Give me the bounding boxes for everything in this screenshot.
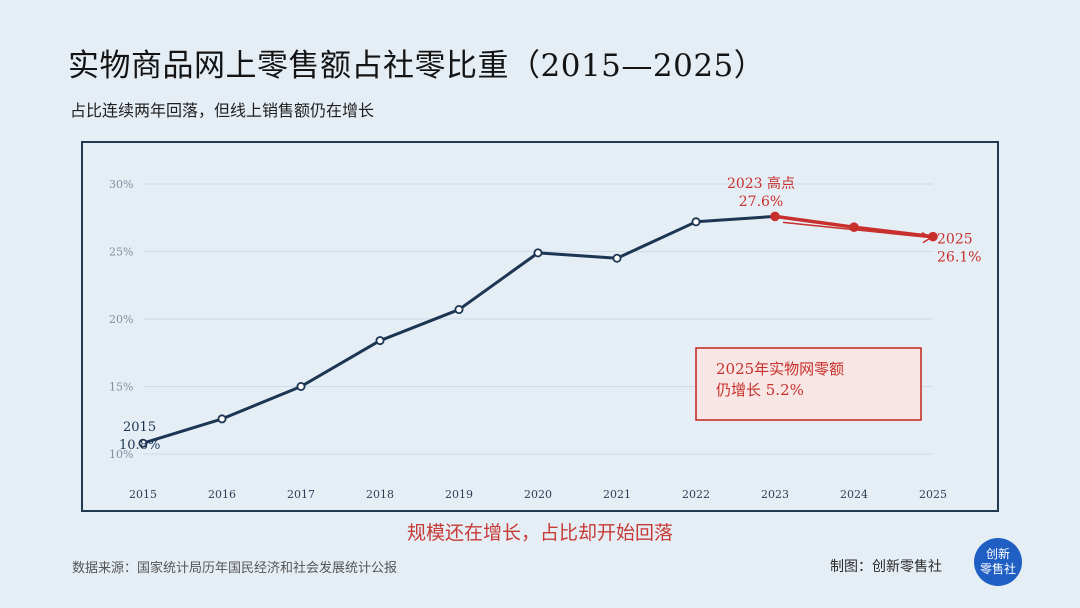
callout-line2: 仍增长 5.2%	[716, 381, 804, 399]
highlight-point	[928, 231, 938, 242]
data-point	[138, 438, 148, 448]
x-tick-label: 2018	[366, 488, 394, 501]
y-tick-label: 30%	[109, 178, 133, 191]
start-value-label: 10.8%	[119, 438, 160, 453]
data-point	[375, 336, 385, 346]
page-subtitle: 占比连续两年回落，但线上销售额仍在增长	[70, 101, 375, 120]
chart-credit: 制图：创新零售社	[830, 559, 942, 575]
y-tick-label: 10%	[109, 448, 133, 461]
callout-line1: 2025年实物网零额	[716, 360, 844, 378]
y-tick-label: 20%	[109, 313, 133, 326]
peak-value-label: 27.6%	[739, 194, 783, 210]
data-point	[296, 381, 306, 391]
callout-box	[695, 347, 922, 421]
x-tick-label: 2022	[682, 488, 710, 501]
data-point	[454, 305, 464, 315]
start-year-label: 2015	[123, 420, 156, 435]
series-line	[142, 214, 776, 445]
data-point	[612, 253, 622, 263]
logo-line1: 创新	[985, 547, 1010, 561]
brand-logo: 创新 零售社	[974, 538, 1022, 586]
x-tick-label: 2019	[445, 488, 473, 501]
highlight-point	[849, 222, 859, 232]
page-title: 实物商品网上零售额占社零比重（2015—2025）	[68, 48, 766, 84]
data-source: 数据来源：国家统计局历年国民经济和社会发展统计公报	[72, 561, 398, 576]
x-tick-label: 2020	[524, 488, 552, 501]
x-tick-label: 2024	[840, 488, 868, 501]
x-tick-label: 2015	[129, 488, 157, 501]
y-tick-label: 25%	[109, 246, 133, 259]
chart-caption: 规模还在增长，占比却开始回落	[406, 522, 673, 544]
line-chart: 10% 15% 20% 25% 30% 2015 2016 2017 2018 2019 2020 2…	[109, 175, 981, 501]
logo-line2: 零售社	[979, 562, 1016, 576]
peak-year-label: 2023 高点	[727, 175, 795, 192]
data-point	[533, 248, 543, 258]
highlight-point	[770, 211, 780, 222]
x-tick-label: 2023	[761, 488, 789, 501]
x-tick-label: 2025	[919, 488, 947, 501]
end-value-label: 26.1%	[937, 250, 981, 266]
x-tick-label: 2016	[208, 488, 236, 501]
x-tick-label: 2021	[603, 488, 631, 501]
end-year-label: 2025	[937, 232, 973, 248]
data-point	[217, 414, 227, 424]
chart-frame: 10% 15% 20% 25% 30% 2015 2016 2017 2018 2019 2020 2…	[81, 141, 999, 512]
x-tick-label: 2017	[287, 488, 315, 501]
y-tick-label: 15%	[109, 381, 133, 394]
data-point	[691, 217, 701, 227]
